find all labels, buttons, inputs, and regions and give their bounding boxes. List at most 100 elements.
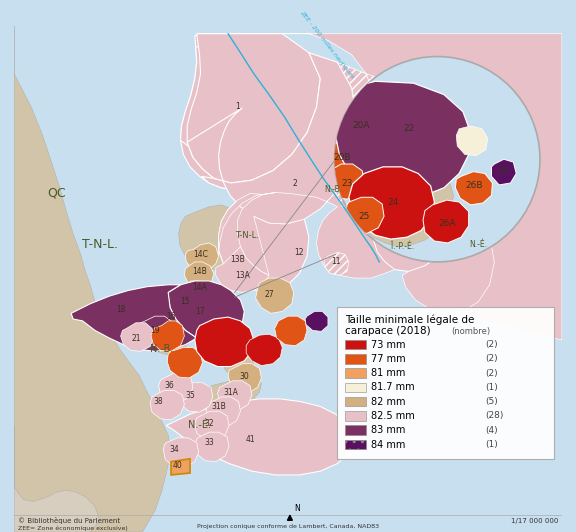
Polygon shape bbox=[180, 281, 210, 306]
Text: 13B: 13B bbox=[230, 255, 245, 263]
Polygon shape bbox=[336, 81, 471, 199]
Polygon shape bbox=[180, 376, 262, 412]
Text: ZEE - 200 milles nautiques: ZEE - 200 milles nautiques bbox=[300, 10, 355, 79]
Text: 31B: 31B bbox=[211, 402, 226, 411]
Polygon shape bbox=[349, 167, 434, 239]
Text: 73 mm: 73 mm bbox=[371, 339, 406, 350]
Bar bbox=[345, 411, 366, 421]
Text: 25: 25 bbox=[358, 212, 370, 221]
Text: 15: 15 bbox=[180, 297, 190, 306]
Text: 40: 40 bbox=[173, 461, 183, 470]
Polygon shape bbox=[173, 290, 202, 317]
Text: 13A: 13A bbox=[235, 271, 250, 280]
Polygon shape bbox=[391, 85, 414, 195]
Bar bbox=[345, 397, 366, 406]
Text: 19: 19 bbox=[150, 326, 160, 335]
Text: 84 mm: 84 mm bbox=[371, 439, 405, 450]
Polygon shape bbox=[207, 297, 240, 316]
Text: 82 mm: 82 mm bbox=[371, 397, 406, 407]
Bar bbox=[345, 354, 366, 364]
Text: 1/17 000 000: 1/17 000 000 bbox=[511, 518, 558, 523]
Bar bbox=[345, 340, 366, 350]
Text: 23: 23 bbox=[341, 179, 353, 187]
Text: (28): (28) bbox=[485, 411, 503, 420]
Text: 20B: 20B bbox=[334, 153, 351, 162]
Circle shape bbox=[335, 56, 540, 262]
Text: (5): (5) bbox=[485, 397, 498, 406]
Text: 81.7 mm: 81.7 mm bbox=[371, 383, 414, 393]
Polygon shape bbox=[305, 311, 328, 331]
Polygon shape bbox=[71, 285, 197, 351]
Polygon shape bbox=[346, 197, 384, 234]
Text: 22: 22 bbox=[403, 124, 414, 134]
Polygon shape bbox=[218, 193, 276, 256]
Polygon shape bbox=[374, 91, 471, 271]
Polygon shape bbox=[195, 317, 254, 367]
Polygon shape bbox=[139, 316, 174, 346]
Text: Î.-P.-É.: Î.-P.-É. bbox=[391, 242, 414, 251]
Text: 17: 17 bbox=[195, 307, 204, 316]
Text: T-N-L.: T-N-L. bbox=[235, 231, 259, 240]
Text: N.-É.: N.-É. bbox=[188, 420, 211, 430]
Text: (4): (4) bbox=[485, 426, 498, 435]
Text: N: N bbox=[295, 504, 301, 513]
Polygon shape bbox=[171, 459, 190, 475]
Bar bbox=[345, 369, 366, 378]
Polygon shape bbox=[166, 399, 352, 475]
Polygon shape bbox=[197, 34, 562, 340]
Text: 16: 16 bbox=[166, 312, 176, 321]
Polygon shape bbox=[326, 140, 361, 173]
Text: ZEE= Zone économique exclusive): ZEE= Zone économique exclusive) bbox=[18, 526, 128, 531]
Polygon shape bbox=[338, 145, 453, 247]
Text: 1: 1 bbox=[235, 103, 240, 111]
Text: 2: 2 bbox=[292, 179, 297, 187]
Polygon shape bbox=[180, 36, 319, 290]
Polygon shape bbox=[456, 172, 492, 205]
Text: (2): (2) bbox=[485, 354, 498, 363]
Text: carapace (2018): carapace (2018) bbox=[345, 326, 431, 336]
Text: 38: 38 bbox=[154, 397, 164, 406]
Polygon shape bbox=[459, 110, 488, 212]
Text: 20A: 20A bbox=[353, 121, 370, 130]
Polygon shape bbox=[120, 323, 154, 351]
Text: 4: 4 bbox=[371, 145, 376, 154]
Polygon shape bbox=[275, 316, 307, 346]
Polygon shape bbox=[491, 159, 516, 185]
Polygon shape bbox=[164, 304, 195, 329]
Text: 21: 21 bbox=[131, 334, 141, 343]
Text: 11: 11 bbox=[331, 257, 340, 267]
Text: 14B: 14B bbox=[192, 267, 207, 276]
Polygon shape bbox=[238, 180, 421, 278]
Text: 10: 10 bbox=[442, 240, 452, 250]
Text: (2): (2) bbox=[485, 340, 498, 349]
Text: 33: 33 bbox=[204, 438, 214, 447]
Polygon shape bbox=[14, 426, 100, 532]
Text: N.-É.: N.-É. bbox=[469, 240, 487, 250]
Text: 14C: 14C bbox=[193, 250, 208, 259]
Bar bbox=[345, 426, 366, 435]
Polygon shape bbox=[180, 36, 319, 190]
Text: 12: 12 bbox=[295, 248, 304, 257]
Polygon shape bbox=[168, 281, 244, 340]
Text: 41: 41 bbox=[245, 435, 255, 444]
Text: (2): (2) bbox=[485, 369, 498, 378]
Text: 6: 6 bbox=[397, 131, 401, 140]
Bar bbox=[338, 306, 554, 459]
Text: 31A: 31A bbox=[223, 388, 238, 397]
Text: T-N-L.: T-N-L. bbox=[82, 238, 118, 251]
Bar bbox=[345, 383, 366, 392]
Text: 28: 28 bbox=[497, 166, 509, 175]
Bar bbox=[345, 440, 366, 449]
Polygon shape bbox=[256, 278, 294, 313]
Text: 27: 27 bbox=[264, 290, 274, 299]
Polygon shape bbox=[185, 243, 218, 271]
Text: 83 mm: 83 mm bbox=[371, 425, 405, 435]
Polygon shape bbox=[366, 73, 393, 186]
Text: 5: 5 bbox=[384, 136, 389, 145]
Text: 18: 18 bbox=[116, 305, 126, 314]
Text: (1): (1) bbox=[485, 383, 498, 392]
Polygon shape bbox=[195, 411, 229, 440]
Text: 82.5 mm: 82.5 mm bbox=[371, 411, 415, 421]
Polygon shape bbox=[218, 381, 252, 410]
Polygon shape bbox=[456, 126, 488, 155]
